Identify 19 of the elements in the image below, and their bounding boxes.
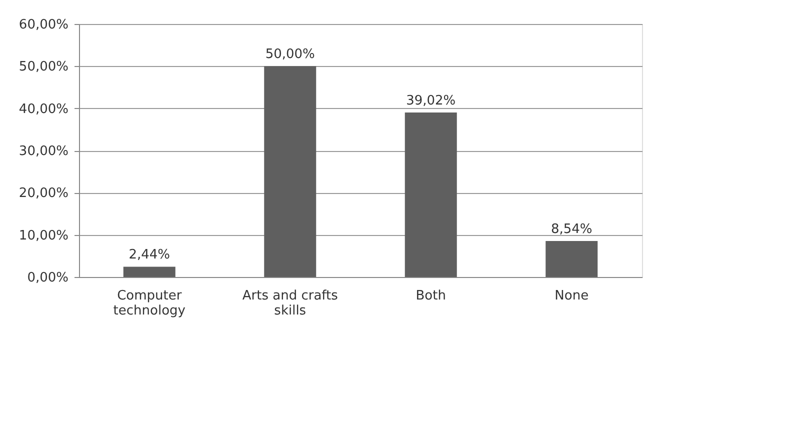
y-tick-label: 40,00% bbox=[18, 102, 68, 117]
data-label: 39,02% bbox=[406, 93, 456, 108]
x-tick-label: Arts and crafts skills bbox=[242, 288, 338, 318]
bar bbox=[546, 240, 598, 277]
x-tick-label: Both bbox=[416, 288, 446, 304]
data-label: 8,54% bbox=[550, 222, 592, 237]
x-tick-label: Computer technology bbox=[113, 288, 186, 318]
data-label: 2,44% bbox=[128, 248, 170, 263]
y-tick-label: 0,00% bbox=[27, 270, 68, 286]
data-label: 50,00% bbox=[265, 47, 315, 62]
y-tick-label: 30,00% bbox=[18, 144, 68, 159]
y-tick-label: 50,00% bbox=[18, 60, 68, 75]
bar bbox=[264, 66, 316, 277]
y-tick-label: 20,00% bbox=[18, 186, 68, 202]
bar bbox=[123, 266, 176, 277]
y-tick-label: 10,00% bbox=[18, 228, 68, 244]
y-tick-label: 60,00% bbox=[18, 18, 68, 32]
x-tick-label: None bbox=[554, 288, 589, 304]
bar bbox=[404, 112, 457, 277]
